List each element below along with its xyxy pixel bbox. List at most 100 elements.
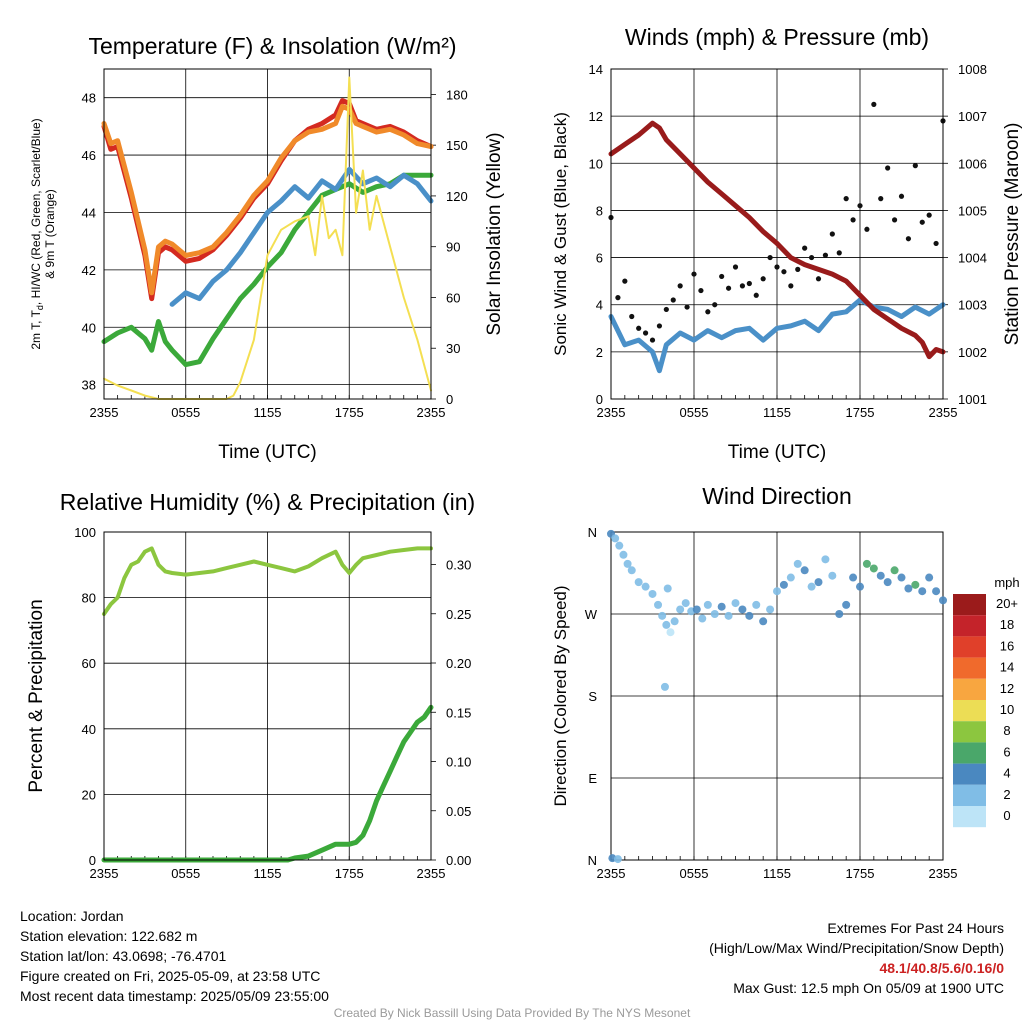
winds-point [850, 217, 856, 223]
humidity-ytick-label: 40 [82, 722, 96, 737]
winds-title: Winds (mph) & Pressure (mb) [625, 24, 929, 50]
direction-point [611, 534, 620, 543]
humidity-y2tick-label: 0.15 [446, 705, 471, 720]
extremes-panel: Extremes For Past 24 Hours (High/Low/Max… [709, 918, 1004, 998]
winds-point [725, 285, 732, 291]
speed-legend: mph 20+ 18 16 14 12 10 8 6 4 2 0 [953, 575, 1020, 828]
winds-y2tick-label: 1005 [958, 203, 987, 218]
direction-point [849, 573, 858, 582]
winds-ytick-label: 6 [596, 251, 603, 266]
temperature-y2tick-label: 0 [446, 392, 453, 407]
temperature-ytick-label: 42 [82, 263, 96, 278]
direction-point [717, 602, 726, 611]
direction-point [904, 584, 913, 593]
direction-point [773, 587, 781, 596]
direction-point [654, 600, 663, 609]
temperature-series-9m-t [101, 103, 434, 296]
winds-point [829, 231, 835, 237]
direction-point [766, 605, 775, 614]
humidity-ytick-label: 100 [74, 525, 96, 540]
winds-series-station-pressure [608, 120, 946, 360]
direction-point [807, 582, 816, 591]
direction-title: Wind Direction [702, 483, 852, 509]
humidity-ytick-label: 0 [89, 853, 96, 868]
winds-ytick-label: 4 [596, 298, 603, 313]
winds-point [815, 276, 822, 282]
temperature-panel: 2355 0555 1155 1755 2355 Temperature (F) & In… [29, 33, 505, 463]
winds-y2tick-label: 1007 [958, 109, 987, 124]
temperature-ytick-label: 40 [82, 320, 96, 335]
temperature-y2tick-label: 30 [446, 341, 460, 356]
direction-xtick-label: 2355 [929, 866, 958, 881]
temperature-xtick-label: 2355 [90, 405, 119, 420]
winds-point [767, 254, 773, 261]
legend-title: mph [994, 575, 1019, 590]
temperature-series-hi-wc [169, 166, 434, 307]
direction-point [842, 600, 851, 609]
direction-point [670, 617, 679, 626]
humidity-ytick-label: 80 [82, 591, 96, 606]
legend-swatch [953, 763, 986, 785]
winds-point [636, 325, 642, 331]
direction-point [779, 580, 788, 589]
humidity-xtick-label: 2355 [90, 866, 119, 881]
direction-ytick-label: N [588, 525, 597, 540]
legend-swatch [953, 657, 986, 679]
temperature-ytick-label: 46 [82, 148, 96, 163]
station-latlon: Station lat/lon: 43.0698; -76.4701 [20, 948, 227, 964]
direction-point [658, 611, 667, 620]
humidity-xtick-label: 0555 [171, 866, 200, 881]
direction-point [666, 628, 675, 637]
winds-point [622, 278, 628, 284]
direction-point [698, 614, 707, 623]
winds-point [642, 330, 649, 336]
winds-point [663, 306, 669, 313]
winds-ytick-label: 2 [596, 345, 603, 360]
temperature-ytick-label: 48 [82, 91, 96, 106]
direction-xtick-label: 1155 [763, 866, 791, 881]
direction-point [883, 578, 892, 587]
legend-label: 14 [1000, 660, 1014, 675]
temperature-ylabel-part2: , HI/WC (Red, Green, Scarlet/Blue) [29, 118, 43, 305]
direction-ytick-label: E [588, 771, 597, 786]
humidity-ytick-label: 20 [82, 787, 96, 802]
legend-label: 6 [1003, 744, 1010, 759]
direction-point [692, 605, 701, 614]
temperature-ylabel-sub: d [35, 305, 45, 310]
winds-frame-top [610, 68, 944, 400]
winds-xtick-label: 1155 [763, 405, 791, 420]
winds-xtick-label: 2355 [597, 405, 626, 420]
extremes-title: Extremes For Past 24 Hours [827, 920, 1004, 936]
winds-point [878, 196, 884, 202]
legend-label: 20+ [996, 596, 1018, 611]
direction-point [911, 580, 920, 589]
temperature-frame-top [103, 68, 432, 400]
direction-point [641, 582, 650, 591]
direction-point [613, 855, 622, 864]
winds-y2tick-label: 1006 [958, 156, 987, 171]
winds-y2tick-label: 1001 [958, 392, 987, 407]
humidity-y2tick-label: 0.20 [446, 656, 471, 671]
winds-point [926, 212, 932, 218]
direction-panel: 2355 0555 1155 1755 2355 Wind Direction Direct… [551, 483, 1020, 881]
winds-point [822, 252, 829, 258]
temperature-y2tick-label: 90 [446, 240, 460, 255]
credit-line: Created By Nick Bassill Using Data Provi… [333, 1006, 691, 1020]
direction-point [918, 587, 927, 596]
direction-point [876, 571, 885, 580]
temperature-title: Temperature (F) & Insolation (W/m²) [88, 33, 456, 59]
humidity-y2tick-label: 0.10 [446, 755, 471, 770]
station-location: Location: Jordan [20, 908, 124, 924]
direction-point [752, 600, 761, 609]
winds-ytick-label: 8 [596, 203, 603, 218]
winds-y2tick-label: 1004 [958, 251, 987, 266]
figure-created: Figure created on Fri, 2025-05-09, at 23… [20, 968, 321, 984]
direction-point [828, 571, 837, 580]
direction-point [710, 610, 719, 618]
winds-point [739, 283, 746, 289]
legend-swatch [953, 615, 986, 637]
winds-point [753, 292, 759, 298]
humidity-xtick-label: 1755 [335, 866, 364, 881]
legend-swatch [953, 806, 986, 828]
legend-label: 0 [1003, 808, 1010, 823]
